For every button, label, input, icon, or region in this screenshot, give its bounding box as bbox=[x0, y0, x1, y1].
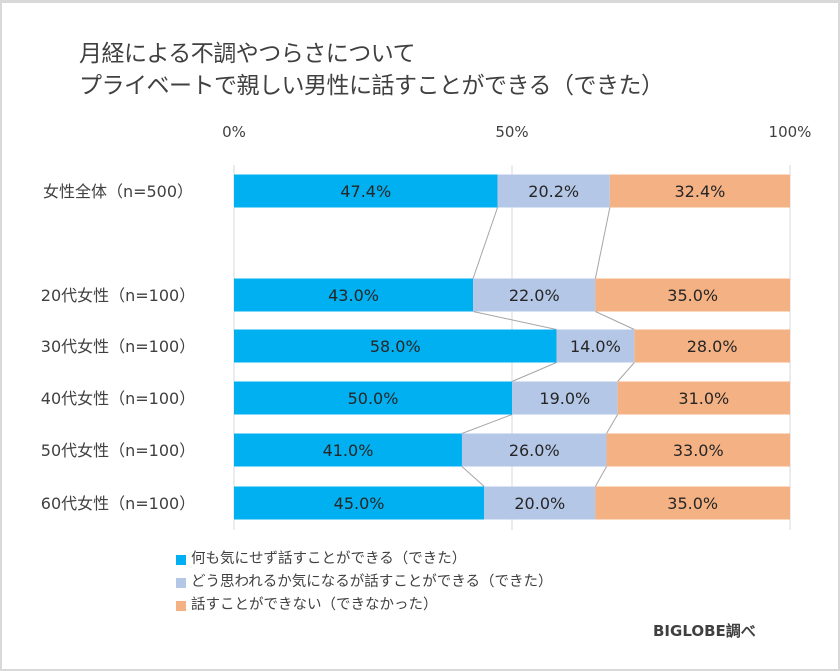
bar-segment bbox=[234, 174, 498, 208]
series-line bbox=[511, 362, 557, 382]
data-label: 45.0% bbox=[334, 494, 385, 513]
data-label: 20.2% bbox=[528, 182, 579, 201]
bar-segment bbox=[234, 278, 474, 312]
bar-segment bbox=[234, 329, 557, 363]
data-label: 35.0% bbox=[667, 494, 718, 513]
bar-segment bbox=[473, 278, 596, 312]
legend: 何も気にせず話すことができる（できた） どう思われるか気になるが話すことができる… bbox=[176, 548, 552, 617]
legend-label: 何も気にせず話すことができる（できた） bbox=[191, 551, 467, 567]
data-label: 28.0% bbox=[687, 337, 738, 356]
category-label: 20代女性（n=100） bbox=[41, 286, 195, 305]
data-label: 19.0% bbox=[539, 389, 590, 408]
x-tick-label: 100% bbox=[769, 123, 812, 141]
category-label: 30代女性（n=100） bbox=[41, 337, 195, 356]
category-label: 40代女性（n=100） bbox=[41, 389, 195, 408]
data-label: 26.0% bbox=[509, 441, 560, 460]
series-line bbox=[461, 414, 513, 434]
data-label: 47.4% bbox=[340, 182, 391, 201]
bar-segment bbox=[234, 433, 462, 467]
bar-segment bbox=[484, 486, 596, 520]
data-label: 35.0% bbox=[667, 286, 718, 305]
bar-segment bbox=[606, 433, 790, 467]
data-label: 50.0% bbox=[348, 389, 399, 408]
bar-segment bbox=[556, 329, 635, 363]
bar-segment bbox=[595, 278, 790, 312]
x-tick-label: 0% bbox=[222, 123, 246, 141]
category-label: 50代女性（n=100） bbox=[41, 441, 195, 460]
data-label: 43.0% bbox=[328, 286, 379, 305]
data-label: 58.0% bbox=[370, 337, 421, 356]
series-line bbox=[617, 362, 635, 382]
series-line bbox=[606, 414, 619, 434]
legend-swatch bbox=[176, 554, 186, 565]
series-line bbox=[472, 207, 499, 279]
bar-segment bbox=[512, 381, 618, 415]
data-label: 41.0% bbox=[323, 441, 374, 460]
series-line bbox=[595, 311, 635, 330]
data-label: 20.0% bbox=[514, 494, 565, 513]
legend-item: どう思われるか気になるが話すことができる（できた） bbox=[176, 571, 552, 594]
legend-label: どう思われるか気になるが話すことができる（できた） bbox=[191, 574, 553, 590]
bar-segment bbox=[595, 486, 790, 520]
chart-title-line-2: プライベートで親しい男性に話すことができる（できた） bbox=[79, 73, 664, 99]
chart-title-line-1: 月経による不調やつらさについて bbox=[79, 41, 416, 67]
legend-item: 何も気にせず話すことができる（できた） bbox=[176, 548, 552, 571]
category-label: 女性全体（n=500） bbox=[43, 182, 193, 201]
series-line bbox=[594, 466, 607, 487]
bar-segment bbox=[234, 381, 512, 415]
bar-segment bbox=[617, 381, 790, 415]
bar-segment bbox=[461, 433, 607, 467]
legend-swatch bbox=[176, 600, 186, 611]
chart-title: 月経による不調やつらさについて プライベートで親しい男性に話すことができる（でき… bbox=[79, 38, 664, 102]
series-line bbox=[472, 311, 557, 330]
data-label: 32.4% bbox=[675, 182, 726, 201]
legend-swatch bbox=[176, 577, 186, 588]
series-line bbox=[594, 207, 611, 279]
bar-segment bbox=[634, 329, 790, 363]
legend-label: 話すことができない（できなかった） bbox=[191, 597, 438, 613]
legend-item: 話すことができない（できなかった） bbox=[176, 594, 552, 617]
category-label: 60代女性（n=100） bbox=[41, 494, 195, 513]
source-label: BIGLOBE調べ bbox=[653, 622, 756, 640]
data-label: 22.0% bbox=[509, 286, 560, 305]
data-label: 14.0% bbox=[570, 337, 621, 356]
bar-segment bbox=[497, 174, 610, 208]
bar-segment bbox=[609, 174, 790, 208]
data-label: 31.0% bbox=[678, 389, 729, 408]
series-line bbox=[461, 466, 485, 487]
x-tick-label: 50% bbox=[495, 123, 528, 141]
bar-segment bbox=[234, 486, 485, 520]
data-label: 33.0% bbox=[673, 441, 724, 460]
